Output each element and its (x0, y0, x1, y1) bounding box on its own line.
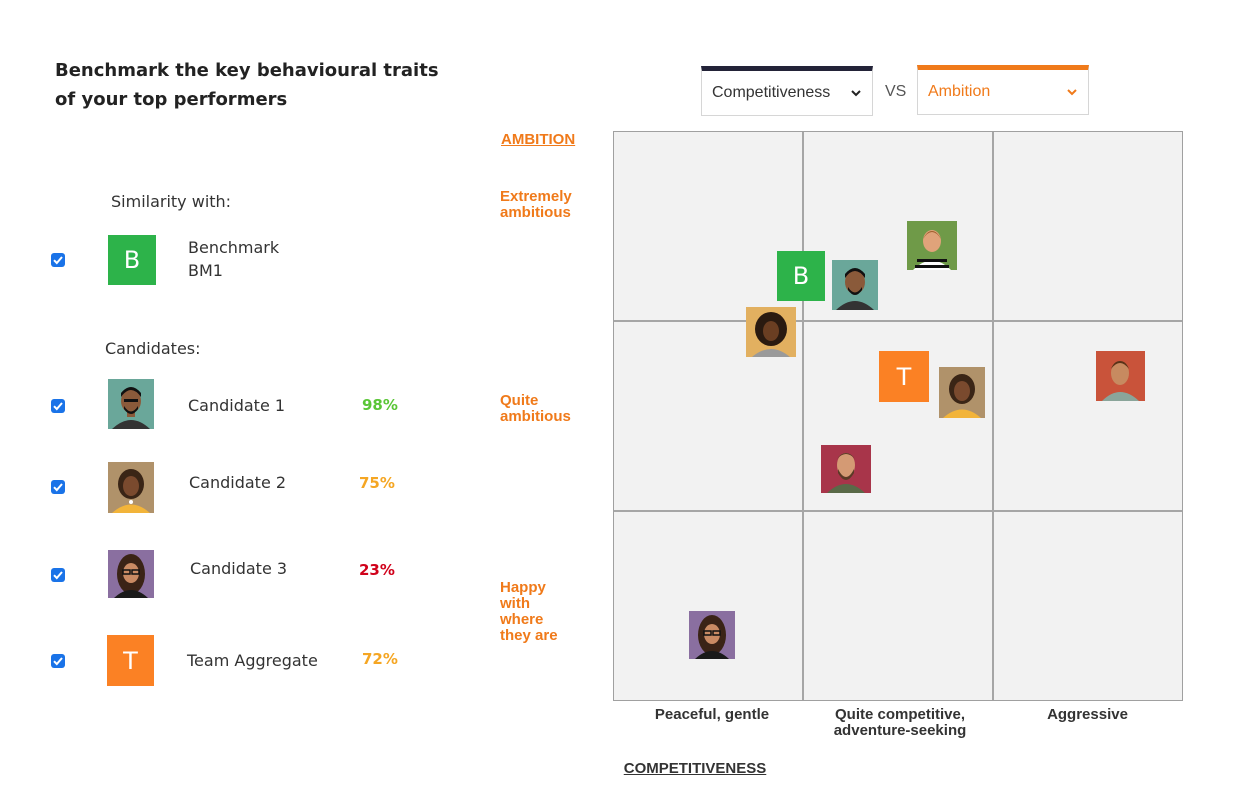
x-label-left: Peaceful, gentle (654, 706, 770, 723)
candidate-3-avatar (108, 550, 154, 598)
benchmark-marker[interactable]: B (777, 251, 825, 301)
candidate-1-checkbox[interactable] (51, 399, 65, 413)
y-label-top: Extremely ambitious (500, 188, 572, 221)
candidate-3-percent: 23% (359, 561, 395, 579)
page-heading: Benchmark the key behavioural traits of … (55, 60, 439, 110)
vs-label: VS (885, 83, 907, 100)
candidates-label: Candidates: (105, 339, 201, 358)
y-label-bottom: Happy with where they are (500, 579, 558, 644)
x-axis-title: COMPETITIVENESS (623, 760, 767, 777)
person-marker[interactable] (907, 221, 957, 270)
candidate-1-avatar (108, 379, 154, 429)
chevron-down-icon (851, 90, 861, 97)
checkbox-checked-icon (53, 571, 63, 580)
y-axis-title: AMBITION (501, 131, 576, 148)
candidate-3-marker[interactable] (689, 611, 735, 659)
grid-divider (802, 132, 804, 700)
similarity-label: Similarity with: (111, 192, 232, 211)
candidate-1-marker[interactable] (832, 260, 878, 310)
grid-divider (992, 132, 994, 700)
checkbox-checked-icon (53, 402, 63, 411)
person-marker[interactable] (746, 307, 796, 357)
benchmark-code: BM1 (188, 261, 223, 280)
benchmark-checkbox[interactable] (51, 253, 65, 267)
candidate-1-name: Candidate 1 (188, 396, 286, 415)
candidate-3-checkbox[interactable] (51, 568, 65, 582)
ambition-select-value: Ambition (928, 83, 991, 100)
checkbox-checked-icon (53, 657, 63, 666)
team-aggregate-marker[interactable]: T (879, 351, 929, 402)
competitiveness-select-value: Competitiveness (712, 84, 831, 101)
checkbox-checked-icon (53, 256, 63, 265)
x-label-middle: Quite competitive, adventure-seeking (833, 706, 967, 739)
candidate-2-avatar (108, 462, 154, 513)
candidate-2-marker[interactable] (939, 367, 985, 418)
candidate-3-name: Candidate 3 (190, 559, 288, 578)
person-marker[interactable] (1096, 351, 1145, 401)
grid-divider (614, 510, 1182, 512)
competitiveness-select[interactable]: Competitiveness (701, 66, 873, 116)
candidate-2-checkbox[interactable] (51, 480, 65, 494)
candidate-2-percent: 75% (359, 474, 395, 492)
chevron-down-icon (1067, 89, 1077, 96)
x-label-right: Aggressive (1047, 706, 1128, 723)
candidate-2-name: Candidate 2 (189, 473, 287, 492)
checkbox-checked-icon (53, 483, 63, 492)
benchmark-tile: B (108, 235, 156, 285)
ambition-select[interactable]: Ambition (917, 65, 1089, 115)
candidate-1-percent: 98% (362, 396, 398, 414)
trait-grid (613, 131, 1183, 701)
team-aggregate-checkbox[interactable] (51, 654, 65, 668)
team-aggregate-name: Team Aggregate (187, 651, 318, 670)
team-aggregate-percent: 72% (362, 650, 398, 668)
team-aggregate-tile: T (107, 635, 154, 686)
person-marker[interactable] (821, 445, 871, 493)
benchmark-name: Benchmark (188, 238, 280, 257)
y-label-middle: Quite ambitious (500, 392, 571, 425)
grid-divider (614, 320, 1182, 322)
